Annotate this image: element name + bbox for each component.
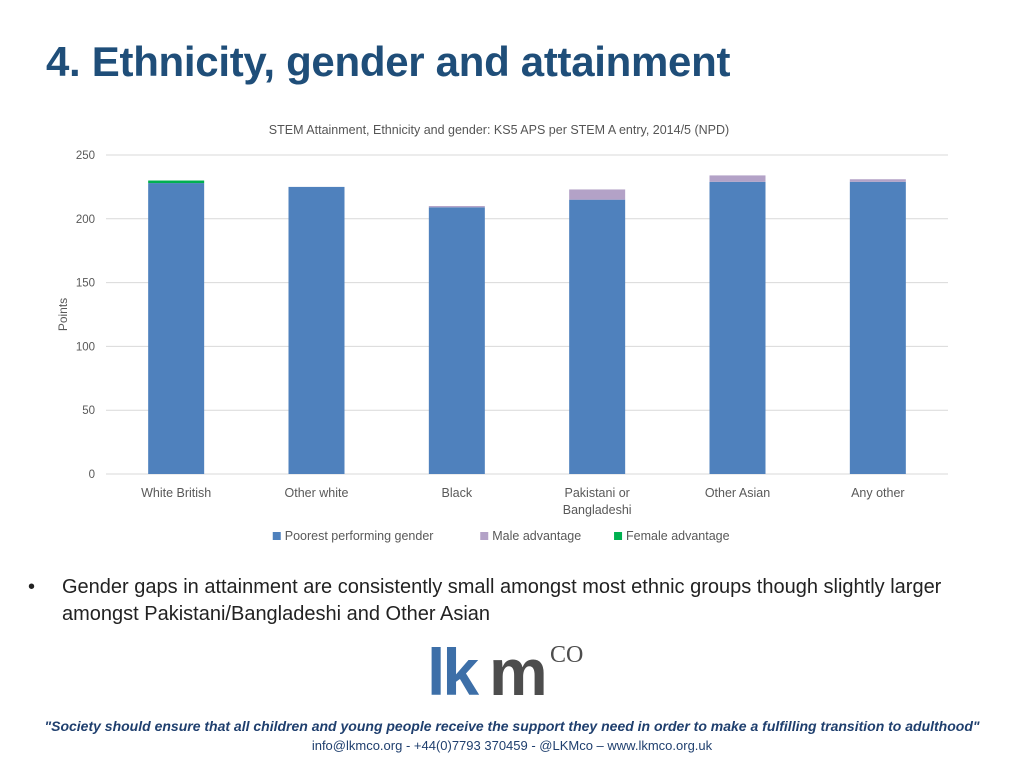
legend-label: Poorest performing gender bbox=[285, 529, 434, 543]
bar-segment bbox=[288, 186, 345, 474]
bullet-text: Gender gaps in attainment are consistent… bbox=[62, 576, 942, 625]
bar-segment bbox=[148, 180, 205, 184]
bar-segment bbox=[709, 181, 766, 474]
y-axis-label: Points bbox=[56, 298, 70, 331]
bar-segment bbox=[428, 206, 485, 208]
lkmco-logo: lk m CO bbox=[427, 635, 602, 710]
bar-segment bbox=[148, 183, 205, 474]
chart-title: STEM Attainment, Ethnicity and gender: K… bbox=[269, 123, 729, 137]
legend-swatch bbox=[272, 532, 281, 540]
y-tick-label: 200 bbox=[76, 214, 95, 226]
legend-swatch bbox=[480, 532, 489, 540]
slide-title: 4. Ethnicity, gender and attainment bbox=[46, 38, 731, 85]
y-tick-label: 150 bbox=[76, 278, 95, 290]
x-tick-label: Any other bbox=[851, 486, 905, 500]
logo-lk-text: lk bbox=[427, 635, 479, 709]
x-tick-label: Pakistani or bbox=[565, 486, 630, 500]
bullet-item: • Gender gaps in attainment are consiste… bbox=[28, 574, 994, 628]
x-tick-label: Black bbox=[442, 486, 473, 500]
x-tick-label: Other white bbox=[285, 486, 349, 500]
footer-quote: "Society should ensure that all children… bbox=[44, 718, 980, 734]
bullet-icon: • bbox=[28, 576, 36, 598]
x-tick-label: Bangladeshi bbox=[563, 503, 632, 517]
y-tick-label: 50 bbox=[82, 405, 95, 417]
x-tick-label: White British bbox=[141, 486, 211, 500]
y-tick-label: 100 bbox=[76, 341, 95, 353]
legend-label: Male advantage bbox=[492, 529, 581, 543]
legend-swatch bbox=[614, 532, 623, 540]
stem-attainment-chart: STEM Attainment, Ethnicity and gender: K… bbox=[56, 123, 948, 543]
bar-segment bbox=[569, 189, 626, 200]
bar-segment bbox=[849, 181, 906, 474]
legend-label: Female advantage bbox=[626, 529, 730, 543]
x-tick-label: Other Asian bbox=[705, 486, 770, 500]
y-tick-label: 250 bbox=[76, 150, 95, 162]
y-tick-label: 0 bbox=[89, 469, 95, 481]
logo-co-text: CO bbox=[550, 642, 584, 668]
bar-segment bbox=[428, 207, 485, 474]
bar-segment bbox=[709, 175, 766, 182]
logo-m-text: m bbox=[489, 635, 548, 709]
bar-segment bbox=[569, 199, 626, 474]
footer-contact: info@lkmco.org - +44(0)7793 370459 - @LK… bbox=[311, 738, 713, 753]
bar-segment bbox=[849, 179, 906, 182]
